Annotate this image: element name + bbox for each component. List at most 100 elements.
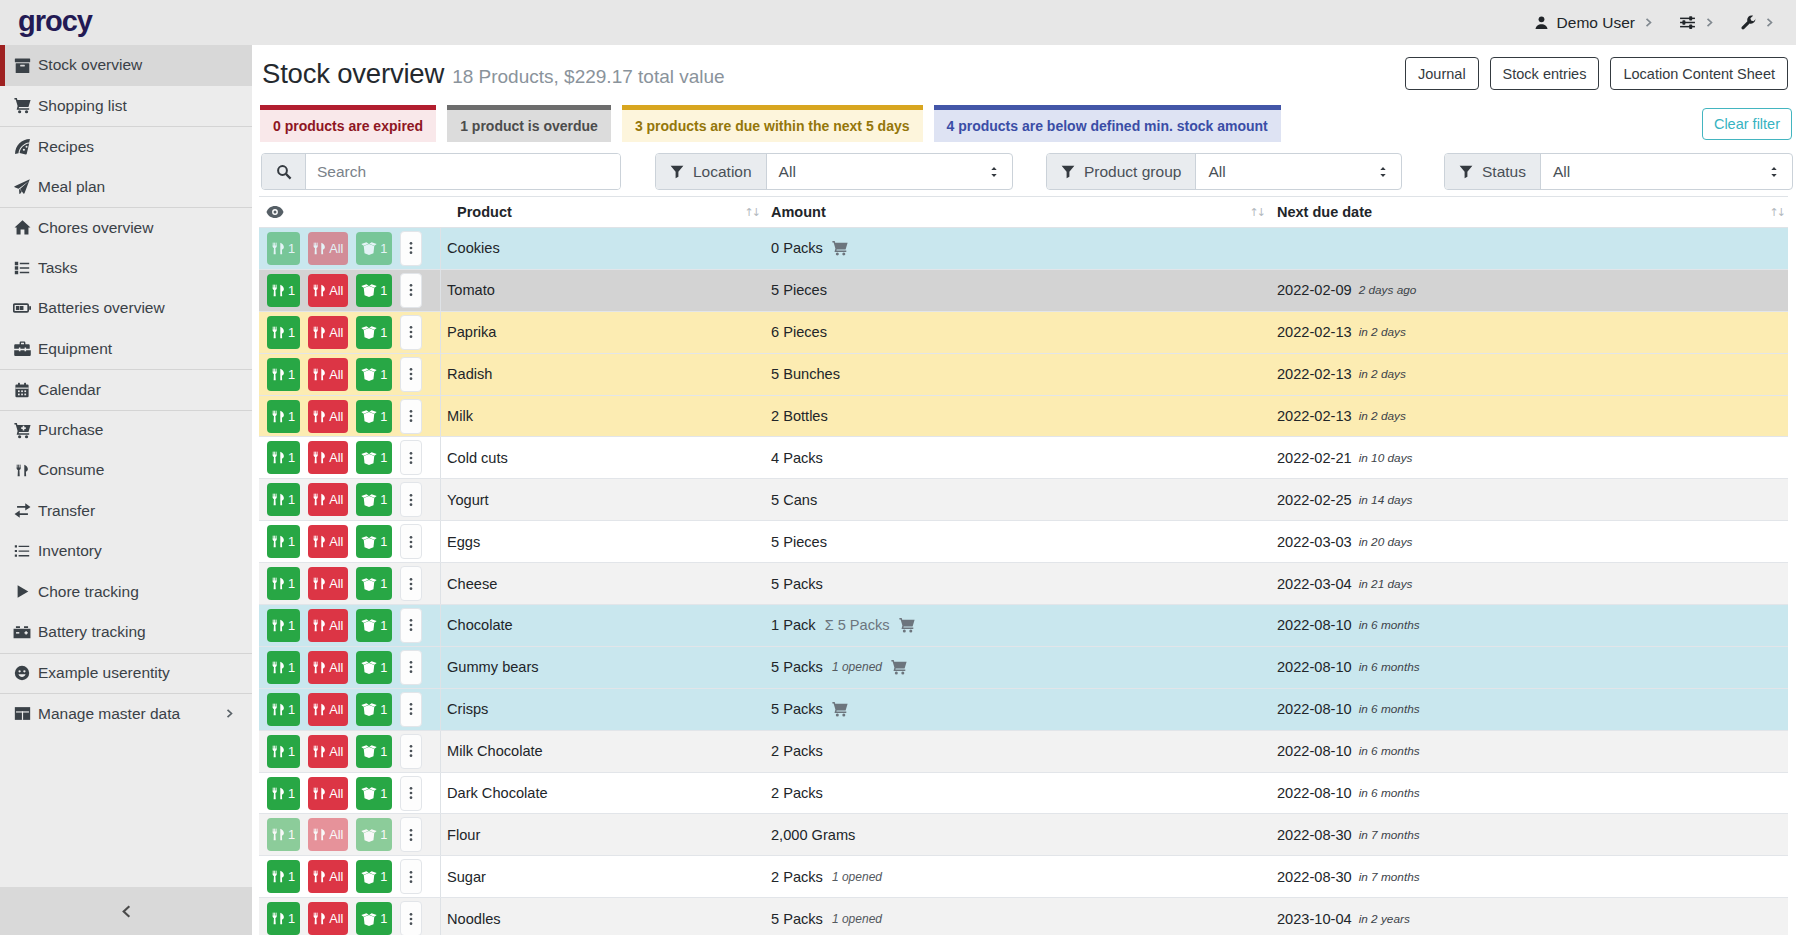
open-one-button[interactable]: 1	[356, 232, 392, 265]
consume-one-button[interactable]: 1	[267, 777, 300, 810]
sidebar-item-equipment[interactable]: Equipment	[0, 329, 252, 370]
open-one-button[interactable]: 1	[356, 525, 392, 558]
row-menu-button[interactable]	[400, 650, 422, 685]
consume-one-button[interactable]: 1	[267, 860, 300, 893]
row-menu-button[interactable]	[400, 566, 422, 601]
row-menu-button[interactable]	[400, 273, 422, 308]
user-menu[interactable]: Demo User	[1534, 14, 1653, 32]
consume-one-button[interactable]: 1	[267, 274, 300, 307]
consume-all-button[interactable]: All	[308, 609, 348, 642]
consume-all-button[interactable]: All	[308, 274, 348, 307]
consume-one-button[interactable]: 1	[267, 232, 300, 265]
sidebar-item-example-userentity[interactable]: Example userentity	[0, 653, 252, 694]
journal-button[interactable]: Journal	[1405, 57, 1479, 90]
settings-menu[interactable]	[1679, 14, 1714, 31]
location-content-sheet-button[interactable]: Location Content Sheet	[1610, 57, 1788, 90]
sidebar-item-recipes[interactable]: Recipes	[0, 126, 252, 167]
consume-one-button[interactable]: 1	[267, 693, 300, 726]
filter-select-status[interactable]: All	[1541, 154, 1792, 189]
consume-one-button[interactable]: 1	[267, 651, 300, 684]
stock-entries-button[interactable]: Stock entries	[1490, 57, 1600, 90]
consume-one-button[interactable]: 1	[267, 316, 300, 349]
consume-all-button[interactable]: All	[308, 818, 348, 851]
sidebar-item-meal-plan[interactable]: Meal plan	[0, 167, 252, 208]
row-menu-button[interactable]	[400, 357, 422, 392]
row-menu-button[interactable]	[400, 440, 422, 475]
consume-one-button[interactable]: 1	[267, 735, 300, 768]
sidebar-item-batteries-overview[interactable]: Batteries overview	[0, 288, 252, 329]
row-menu-button[interactable]	[400, 231, 422, 266]
row-menu-button[interactable]	[400, 734, 422, 769]
row-menu-button[interactable]	[400, 859, 422, 894]
open-one-button[interactable]: 1	[356, 316, 392, 349]
column-header-product[interactable]: Product↑↓	[441, 197, 763, 227]
consume-all-button[interactable]: All	[308, 735, 348, 768]
sidebar-item-calendar[interactable]: Calendar	[0, 369, 252, 410]
consume-all-button[interactable]: All	[308, 693, 348, 726]
consume-all-button[interactable]: All	[308, 441, 348, 474]
consume-all-button[interactable]: All	[308, 651, 348, 684]
row-menu-button[interactable]	[400, 608, 422, 643]
app-logo[interactable]: grocy	[18, 5, 92, 38]
column-visibility-header[interactable]	[259, 197, 441, 227]
row-menu-button[interactable]	[400, 524, 422, 559]
row-menu-button[interactable]	[400, 482, 422, 517]
open-one-button[interactable]: 1	[356, 902, 392, 935]
clear-filter-button[interactable]: Clear filter	[1702, 108, 1792, 140]
consume-all-button[interactable]: All	[308, 316, 348, 349]
row-menu-button[interactable]	[400, 776, 422, 811]
open-one-button[interactable]: 1	[356, 777, 392, 810]
sidebar-item-shopping-list[interactable]: Shopping list	[0, 86, 252, 127]
sidebar-item-transfer[interactable]: Transfer	[0, 491, 252, 532]
consume-all-button[interactable]: All	[308, 232, 348, 265]
open-one-button[interactable]: 1	[356, 609, 392, 642]
consume-all-button[interactable]: All	[308, 358, 348, 391]
sidebar-item-chores-overview[interactable]: Chores overview	[0, 207, 252, 248]
filter-select-location[interactable]: All	[767, 154, 1012, 189]
consume-all-button[interactable]: All	[308, 777, 348, 810]
row-menu-button[interactable]	[400, 901, 422, 935]
consume-all-button[interactable]: All	[308, 483, 348, 516]
sidebar-item-tasks[interactable]: Tasks	[0, 248, 252, 289]
row-menu-button[interactable]	[400, 692, 422, 727]
search-input[interactable]	[306, 154, 620, 189]
consume-one-button[interactable]: 1	[267, 525, 300, 558]
consume-all-button[interactable]: All	[308, 525, 348, 558]
column-header-next-due-date[interactable]: Next due date↑↓	[1268, 197, 1788, 227]
row-menu-button[interactable]	[400, 315, 422, 350]
open-one-button[interactable]: 1	[356, 735, 392, 768]
column-header-amount[interactable]: Amount↑↓	[763, 197, 1268, 227]
sidebar-item-stock-overview[interactable]: Stock overview	[0, 45, 252, 86]
sidebar-item-battery-tracking[interactable]: Battery tracking	[0, 612, 252, 653]
row-menu-button[interactable]	[400, 817, 422, 852]
open-one-button[interactable]: 1	[356, 693, 392, 726]
open-one-button[interactable]: 1	[356, 358, 392, 391]
admin-menu[interactable]	[1740, 15, 1774, 31]
consume-all-button[interactable]: All	[308, 860, 348, 893]
status-badge-expired[interactable]: 0 products are expired	[260, 105, 436, 142]
sidebar-item-inventory[interactable]: Inventory	[0, 531, 252, 572]
sidebar-item-manage-master-data[interactable]: Manage master data	[0, 693, 252, 734]
status-badge-below-min[interactable]: 4 products are below defined min. stock …	[934, 105, 1281, 142]
sidebar-item-purchase[interactable]: Purchase	[0, 410, 252, 451]
open-one-button[interactable]: 1	[356, 441, 392, 474]
consume-one-button[interactable]: 1	[267, 567, 300, 600]
status-badge-due-soon[interactable]: 3 products are due within the next 5 day…	[622, 105, 923, 142]
open-one-button[interactable]: 1	[356, 400, 392, 433]
sidebar-item-chore-tracking[interactable]: Chore tracking	[0, 572, 252, 613]
consume-one-button[interactable]: 1	[267, 818, 300, 851]
open-one-button[interactable]: 1	[356, 483, 392, 516]
open-one-button[interactable]: 1	[356, 567, 392, 600]
consume-all-button[interactable]: All	[308, 400, 348, 433]
status-badge-overdue[interactable]: 1 product is overdue	[447, 105, 611, 142]
consume-one-button[interactable]: 1	[267, 400, 300, 433]
row-menu-button[interactable]	[400, 399, 422, 434]
filter-select-product-group[interactable]: All	[1196, 154, 1401, 189]
consume-one-button[interactable]: 1	[267, 609, 300, 642]
consume-one-button[interactable]: 1	[267, 902, 300, 935]
consume-all-button[interactable]: All	[308, 567, 348, 600]
sidebar-item-consume[interactable]: Consume	[0, 450, 252, 491]
open-one-button[interactable]: 1	[356, 651, 392, 684]
sidebar-collapse-button[interactable]	[0, 887, 252, 935]
open-one-button[interactable]: 1	[356, 274, 392, 307]
